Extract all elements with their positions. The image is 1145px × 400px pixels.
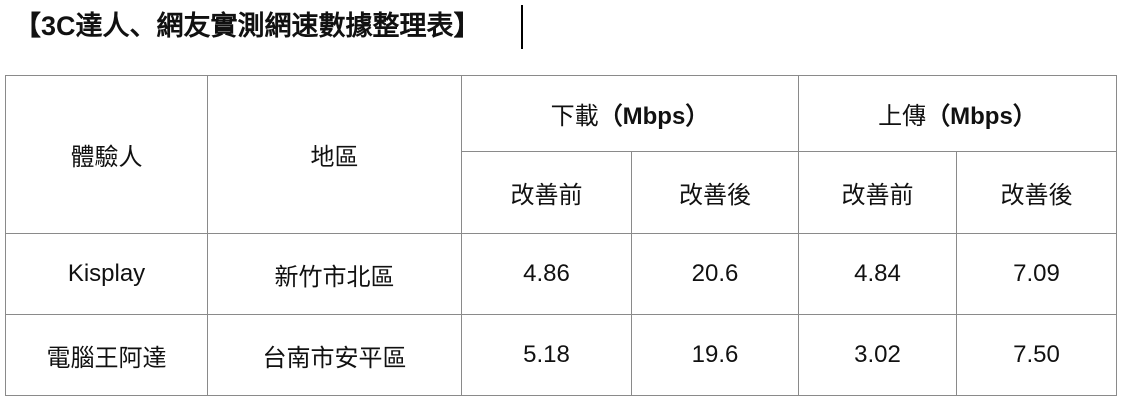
cell-region: 台南市安平區 xyxy=(207,314,462,396)
cell-person: Kisplay xyxy=(5,233,208,315)
table-row: 電腦王阿達 台南市安平區 5.18 19.6 3.02 7.50 xyxy=(5,314,1117,396)
page-title: 【3C達人、網友實測網速數據整理表】 xyxy=(14,11,481,41)
cell-region: 新竹市北區 xyxy=(207,233,462,315)
header-upload: 上傳（Mbps） xyxy=(798,75,1117,152)
header-ul-after: 改善後 xyxy=(956,151,1117,234)
cell-dl-before: 4.86 xyxy=(461,233,632,315)
table-row: Kisplay 新竹市北區 4.86 20.6 4.84 7.09 xyxy=(5,233,1117,315)
download-label: 下載 xyxy=(550,103,599,130)
header-download: 下載（Mbps） xyxy=(461,75,799,152)
speed-test-table: 體驗人 地區 下載（Mbps） 上傳（Mbps） 改善前 改善後 改善前 改善後… xyxy=(5,75,1117,396)
cell-person: 電腦王阿達 xyxy=(5,314,208,396)
header-region: 地區 xyxy=(207,75,462,234)
header-dl-before: 改善前 xyxy=(461,151,632,234)
download-unit: （Mbps） xyxy=(598,103,710,130)
cell-ul-after: 7.09 xyxy=(956,233,1117,315)
cell-dl-after: 20.6 xyxy=(631,233,799,315)
cell-dl-before: 5.18 xyxy=(461,314,632,396)
upload-unit: （Mbps） xyxy=(926,103,1037,130)
cell-ul-after: 7.50 xyxy=(956,314,1117,396)
header-row: 體驗人 地區 下載（Mbps） 上傳（Mbps） xyxy=(5,75,1117,234)
text-cursor xyxy=(521,5,523,49)
upload-label: 上傳 xyxy=(878,103,927,130)
header-ul-before: 改善前 xyxy=(798,151,957,234)
cell-dl-after: 19.6 xyxy=(631,314,799,396)
cell-ul-before: 3.02 xyxy=(798,314,957,396)
header-person: 體驗人 xyxy=(5,75,208,234)
header-dl-after: 改善後 xyxy=(631,151,799,234)
cell-ul-before: 4.84 xyxy=(798,233,957,315)
